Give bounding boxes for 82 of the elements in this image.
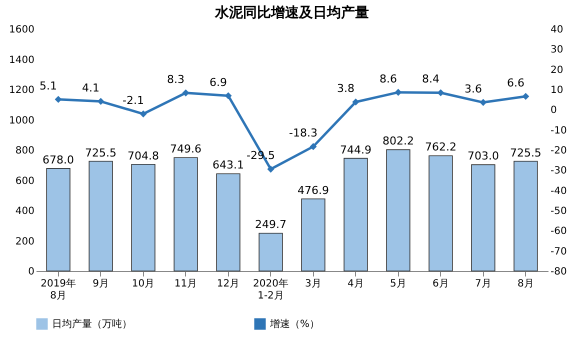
data-label: 6.9 — [210, 76, 228, 89]
bar — [428, 155, 453, 272]
data-label: 5.1 — [40, 79, 58, 92]
bar — [344, 158, 368, 272]
x-tick-label: 5月 — [390, 278, 406, 290]
data-label: 762.2 — [424, 140, 456, 154]
y-tick-label: 1000 — [9, 115, 34, 126]
data-label: 8.4 — [422, 72, 440, 86]
data-label: 6.6 — [506, 76, 524, 90]
point — [182, 89, 190, 96]
data-label: -18.3 — [289, 126, 318, 140]
bar — [258, 232, 283, 272]
data-label: 249.7 — [255, 218, 287, 232]
y-tick-label: 400 — [15, 206, 34, 217]
y-tick-label: 200 — [15, 236, 34, 248]
data-label: 704.8 — [128, 149, 160, 162]
y2-tick-label: -70 — [550, 246, 567, 258]
point — [352, 98, 360, 106]
data-label: 678.0 — [42, 153, 74, 166]
point — [394, 88, 402, 96]
y-tick-label: 600 — [15, 176, 34, 187]
bar — [131, 164, 156, 272]
y2-tick-label: -80 — [550, 266, 567, 278]
y2-tick-label: -50 — [550, 206, 567, 217]
point — [267, 166, 274, 173]
data-label: 476.9 — [297, 184, 329, 197]
point — [480, 98, 487, 106]
x-tick-label: 2020年 1-2月 — [253, 278, 288, 302]
x-tick-label: 2019年 8月 — [40, 278, 76, 302]
data-label: 3.8 — [336, 82, 354, 96]
chart-title: 水泥同比增速及日均产量 — [214, 4, 369, 21]
x-tick-label: 7月 — [475, 278, 492, 290]
y2-tick-label: 0 — [550, 105, 557, 116]
point — [522, 92, 530, 100]
y2-tick-label: 30 — [550, 44, 564, 56]
y-tick-label: 1200 — [9, 85, 34, 96]
y2-tick-label: -60 — [550, 226, 567, 238]
bar — [514, 160, 538, 272]
x-tick-label: 11月 — [174, 278, 198, 290]
x-tick-label: 8月 — [518, 278, 534, 290]
y-tick-label: 0 — [28, 266, 34, 278]
bar — [216, 173, 240, 272]
data-label: 643.1 — [212, 158, 244, 172]
bar — [301, 198, 326, 272]
data-label: 749.6 — [170, 142, 202, 156]
data-label: 725.5 — [510, 146, 542, 160]
point — [310, 143, 317, 150]
x-tick-label: 3月 — [305, 278, 322, 290]
x-tick-label: 9月 — [92, 278, 109, 290]
bar — [46, 168, 70, 272]
bar — [471, 164, 496, 272]
legend-label: 增速（%） — [269, 318, 320, 330]
data-label: 744.9 — [340, 143, 372, 156]
data-label: 8.3 — [167, 72, 185, 86]
data-label: -2.1 — [122, 94, 144, 107]
x-tick-label: 10月 — [132, 278, 155, 290]
bar — [386, 149, 410, 272]
point — [140, 110, 147, 118]
x-tick-label: 6月 — [432, 278, 449, 290]
data-label: 703.0 — [467, 150, 499, 163]
y2-tick-label: -30 — [550, 166, 567, 177]
y2-tick-label: 40 — [550, 24, 564, 36]
y-tick-label: 800 — [15, 146, 34, 156]
data-label: 802.2 — [382, 134, 414, 148]
x-tick-label: 4月 — [348, 278, 364, 290]
legend-label: 日均产量（万吨） — [52, 318, 132, 330]
x-tick-label: 12月 — [216, 278, 240, 290]
data-label: 725.5 — [85, 146, 117, 160]
data-label: 4.1 — [82, 81, 100, 94]
point — [54, 96, 62, 103]
y2-tick-label: 10 — [550, 85, 564, 96]
y2-tick-label: 20 — [550, 64, 564, 76]
point — [224, 92, 232, 100]
y2-tick-label: -10 — [550, 125, 567, 136]
data-label: 3.6 — [464, 82, 482, 96]
y-tick-label: 1600 — [9, 24, 34, 36]
y2-tick-label: -20 — [550, 146, 567, 156]
y2-tick-label: -40 — [550, 186, 567, 197]
data-label: 8.6 — [379, 72, 397, 86]
bar — [88, 160, 113, 272]
y-tick-label: 1400 — [9, 54, 34, 66]
bar — [174, 157, 198, 272]
